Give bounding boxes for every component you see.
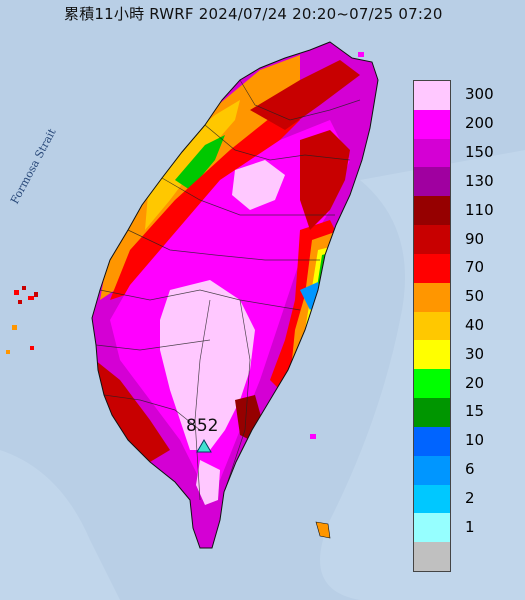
legend-swatch (414, 426, 450, 456)
orchid-island (310, 434, 316, 439)
legend-swatch (414, 253, 450, 283)
legend-swatch (414, 109, 450, 139)
zone-northwest-green (175, 135, 225, 190)
legend-label: 150 (465, 143, 494, 162)
county-boundaries (95, 79, 361, 501)
map-title: 累積11小時 RWRF 2024/07/24 20:20~07/25 07:20 (64, 5, 443, 23)
legend-color-bar (413, 80, 451, 572)
legend-swatch (414, 513, 450, 543)
green-island (315, 521, 331, 539)
legend-label: 15 (465, 402, 485, 421)
legend-label: 50 (465, 287, 485, 306)
zone-south-pink (196, 460, 220, 505)
zone-north-darkred (250, 60, 360, 130)
legend-label: 20 (465, 373, 485, 392)
coastline (91, 41, 379, 549)
zone-central-pink (160, 280, 255, 450)
legend-swatch (414, 484, 450, 514)
legend-label: 70 (465, 258, 485, 277)
zone-north-pink (232, 160, 285, 210)
keelung-islet (358, 52, 364, 57)
legend-swatch (414, 138, 450, 168)
legend-label: 30 (465, 344, 485, 363)
seafloor-relief-2 (0, 450, 120, 600)
legend-swatch (414, 455, 450, 485)
legend-label: 10 (465, 431, 485, 450)
legend-swatch (414, 311, 450, 341)
legend-swatch (414, 369, 450, 399)
legend-swatch (414, 340, 450, 370)
peak-rainfall-value: 852 (186, 416, 219, 436)
legend-label: 110 (465, 200, 494, 219)
penghu-islands (6, 286, 38, 354)
legend-label: 90 (465, 229, 485, 248)
legend-swatch (414, 196, 450, 226)
legend-swatch (414, 282, 450, 312)
legend-swatch (414, 167, 450, 197)
legend-label: 40 (465, 316, 485, 334)
legend-label: 130 (465, 171, 494, 190)
legend-swatch (414, 542, 450, 571)
triangle-marker-icon (196, 439, 212, 453)
legend-swatch (414, 81, 450, 110)
legend-label: 2 (465, 488, 475, 507)
legend-label: 200 (465, 114, 494, 133)
zone-southwest-red (95, 360, 170, 462)
legend-swatch (414, 225, 450, 254)
legend-label: 300 (465, 85, 494, 104)
zone-northeast-red (300, 130, 350, 230)
legend-label: 6 (465, 460, 475, 479)
legend-label: 1 (465, 517, 475, 536)
legend-swatch (414, 398, 450, 427)
